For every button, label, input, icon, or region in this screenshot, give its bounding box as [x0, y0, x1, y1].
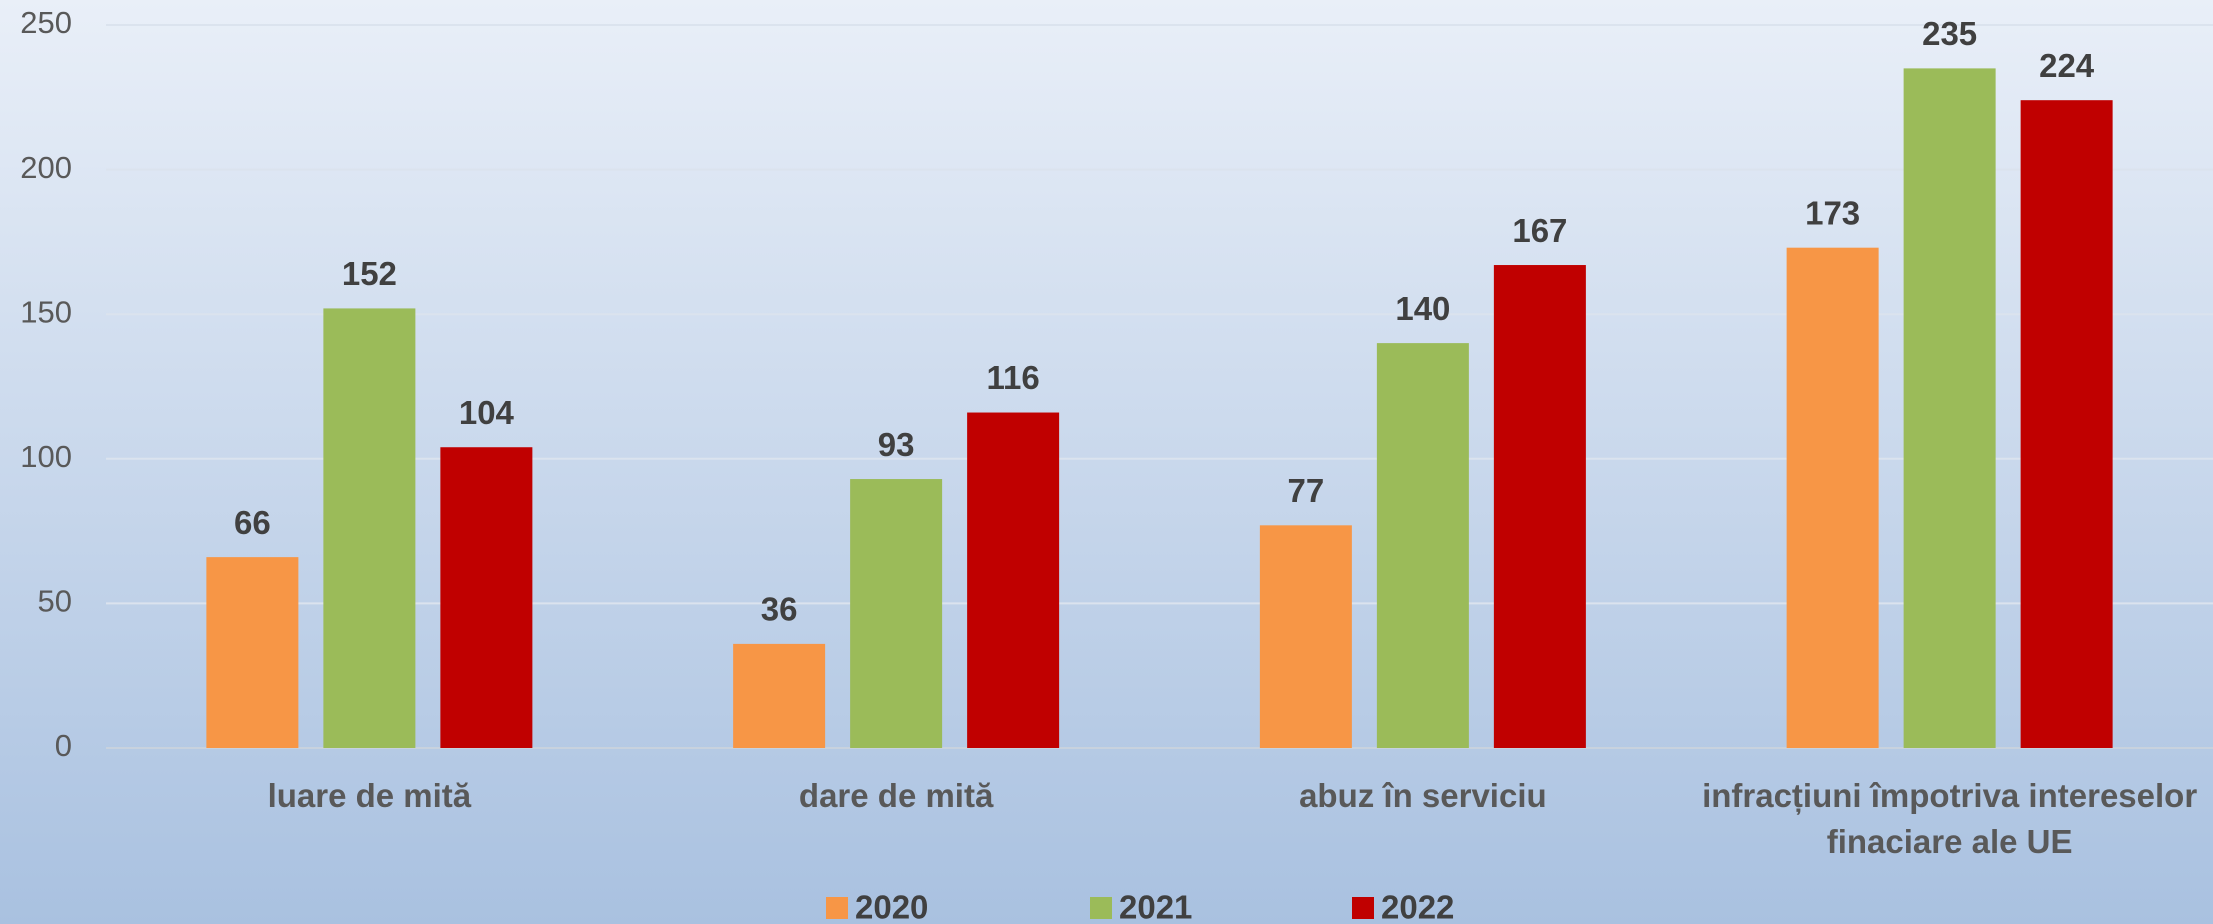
bar [733, 643, 826, 748]
bar [1903, 68, 1996, 748]
legend-label: 2021 [1119, 889, 1192, 924]
bar [967, 412, 1060, 748]
data-label: 36 [761, 591, 798, 628]
data-label: 116 [987, 359, 1040, 396]
data-label: 77 [1288, 472, 1325, 509]
legend-label: 2022 [1381, 889, 1454, 924]
bar [1376, 343, 1469, 748]
data-label: 224 [2039, 47, 2095, 84]
y-tick-label: 150 [20, 294, 72, 329]
bar [1259, 525, 1352, 748]
legend-swatch [1090, 897, 1112, 919]
data-label: 173 [1805, 194, 1860, 231]
data-label: 140 [1395, 290, 1450, 327]
y-tick-label: 100 [20, 439, 72, 474]
data-label: 235 [1922, 15, 1977, 52]
y-tick-label: 0 [55, 728, 72, 763]
y-tick-label: 250 [20, 5, 72, 40]
legend-swatch [826, 897, 848, 919]
bar [850, 479, 943, 748]
data-label: 93 [878, 426, 915, 463]
bar [440, 447, 533, 748]
data-label: 104 [459, 394, 515, 431]
data-label: 167 [1512, 212, 1567, 249]
bar [1786, 247, 1879, 748]
data-label: 152 [342, 255, 397, 292]
data-label: 66 [234, 504, 271, 541]
x-tick-label: abuz în serviciu [1299, 777, 1547, 814]
x-tick-label: dare de mită [798, 777, 994, 814]
x-tick-label: luare de mită [267, 777, 472, 814]
bar [1493, 265, 1586, 748]
x-tick-label: infracțiuni împotriva intereselor finaci… [1702, 777, 2198, 860]
bar [206, 557, 299, 748]
y-tick-label: 50 [38, 584, 72, 619]
legend-label: 2020 [855, 889, 928, 924]
bar [2020, 100, 2113, 748]
y-tick-label: 200 [20, 150, 72, 185]
legend-swatch [1352, 897, 1374, 919]
bar [323, 308, 416, 748]
